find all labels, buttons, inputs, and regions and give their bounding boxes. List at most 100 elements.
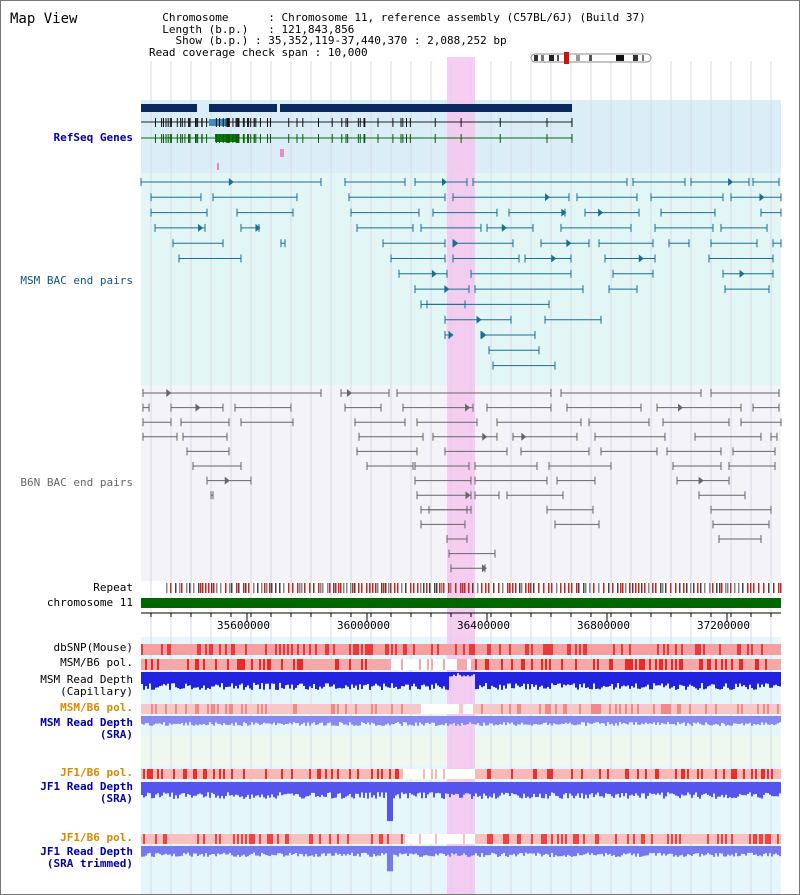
jf1-trim-depth-bar: [569, 846, 571, 856]
msm-pol-mark: [411, 659, 413, 670]
jf1-pol-mark: [559, 769, 561, 779]
jf1-trim-pol-mark: [299, 834, 301, 844]
jf1-trim-depth-bar: [767, 846, 769, 857]
jf1-pol-mark: [343, 769, 345, 779]
msm-pol-mark: [205, 659, 207, 670]
jf1-pol-mark: [323, 769, 325, 779]
msm-pol-mark: [217, 659, 219, 670]
msm-cap-depth-bar: [269, 672, 271, 690]
jf1-trim-pol-mark: [647, 834, 649, 844]
msm-cap-depth-bar: [557, 672, 559, 684]
msm-pol-mark: [349, 659, 351, 670]
msm-pol-mark: [757, 659, 759, 670]
jf1-pol-mark: [173, 769, 175, 779]
jf1-sra-depth-bar: [727, 782, 729, 799]
repeat-mark: [585, 583, 587, 593]
jf1-pol-mark: [551, 769, 553, 779]
msm-cap-depth-bar: [449, 672, 451, 677]
track-label-jf1-depth-trim[interactable]: JF1 Read Depth (SRA trimmed): [40, 846, 133, 870]
jf1-pol-mark: [261, 769, 263, 779]
repeat-mark: [593, 583, 595, 593]
jf1-trim-depth-bar: [215, 846, 217, 857]
msm-pol-mark: [709, 659, 711, 670]
track-label-chromosome[interactable]: chromosome 11: [46, 596, 133, 609]
jf1-trim-depth-bar: [149, 846, 151, 853]
jf1-sra-depth-bar: [281, 782, 283, 796]
msm-sra-depth-bar: [181, 716, 183, 723]
jf1-trim-depth-bar: [617, 846, 619, 857]
msm-sra-depth-bar: [635, 716, 637, 723]
dbsnp-mark: [689, 644, 691, 655]
jf1-sra-depth-bar: [519, 782, 521, 798]
jf1-trim-depth-bar: [769, 846, 771, 854]
jf1-trim-pol-mark: [737, 834, 739, 844]
jf1-trim-depth-bar: [441, 846, 443, 854]
dbsnp-mark: [251, 644, 253, 655]
repeat-mark: [464, 583, 466, 593]
msm-sra-depth-bar: [441, 716, 443, 725]
track-label-jf1-depth-sra[interactable]: JF1 Read Depth (SRA): [40, 781, 133, 805]
dbsnp-mark: [173, 644, 175, 655]
jf1-sra-depth-bar: [277, 782, 279, 796]
msm-sra-pol-mark: [481, 704, 483, 714]
track-label-msm-depth-sra[interactable]: MSM Read Depth (SRA): [40, 717, 133, 741]
jf1-trim-pol-mark: [157, 834, 159, 844]
track-label-jf1-pol[interactable]: JF1/B6 pol.: [60, 766, 133, 779]
track-label-msm-depth-cap[interactable]: MSM Read Depth (Capillary): [40, 674, 133, 698]
msm-sra-pol-mark: [777, 704, 779, 714]
track-label-msm-bac[interactable]: MSM BAC end pairs: [20, 274, 133, 287]
jf1-trim-pol-mark: [397, 834, 399, 844]
msm-sra-depth-bar: [645, 716, 647, 723]
jf1-sra-depth-bar: [493, 782, 495, 794]
dbsnp-mark: [239, 644, 241, 655]
msm-cap-depth-bar: [307, 672, 309, 690]
msm-cap-depth-bar: [709, 672, 711, 686]
msm-sra-pol-mark: [345, 704, 347, 714]
track-label-msm-pol-sra[interactable]: MSM/B6 pol.: [60, 701, 133, 714]
dbsnp-mark: [603, 644, 605, 655]
msm-sra-depth-bar: [393, 716, 395, 725]
jf1-pol-mark: [731, 769, 733, 779]
jf1-trim-pol-mark: [253, 834, 255, 844]
track-label-b6n-bac[interactable]: B6N BAC end pairs: [20, 476, 133, 489]
track-label-refseq[interactable]: RefSeq Genes: [53, 131, 133, 144]
jf1-sra-depth-bar: [773, 782, 775, 797]
msm-cap-depth-bar: [743, 672, 745, 686]
track-label-repeat[interactable]: Repeat: [93, 581, 133, 594]
msm-pol-mark: [613, 659, 615, 670]
jf1-pol-mark: [481, 769, 483, 779]
jf1-trim-depth-bar: [657, 846, 659, 854]
jf1-trim-depth-bar: [703, 846, 705, 856]
msm-sra-pol-mark: [617, 704, 619, 714]
jf1-trim-pol-mark: [689, 834, 691, 844]
jf1-trim-pol-mark: [623, 834, 625, 844]
track-label-dbsnp[interactable]: dbSNP(Mouse): [53, 641, 133, 654]
msm-sra-depth-bar: [739, 716, 741, 724]
msm-cap-depth-bar: [771, 672, 773, 688]
jf1-trim-pol-mark: [545, 834, 547, 844]
jf1-trim-depth-bar: [355, 846, 357, 856]
track-label-msm-pol[interactable]: MSM/B6 pol.: [60, 656, 133, 669]
jf1-sra-depth-bar: [707, 782, 709, 795]
jf1-pol-mark: [641, 769, 643, 779]
jf1-trim-depth-bar: [491, 846, 493, 853]
msm-sra-depth-bar: [423, 716, 425, 726]
msm-pol-mark: [505, 659, 507, 670]
jf1-pol-mark: [327, 769, 329, 779]
ideogram-band: [541, 55, 544, 61]
msm-pol-mark: [663, 659, 665, 670]
msm-pol-mark: [447, 659, 449, 670]
msm-cap-depth-bar: [607, 672, 609, 687]
jf1-sra-depth-bar: [507, 782, 509, 794]
jf1-pol-mark: [693, 769, 695, 779]
msm-cap-depth-bar: [309, 672, 311, 687]
jf1-pol-mark: [507, 769, 509, 779]
msm-sra-pol-mark: [177, 704, 179, 714]
dbsnp-mark: [273, 644, 275, 655]
track-label-jf1-pol-trim[interactable]: JF1/B6 pol.: [60, 831, 133, 844]
msm-sra-depth-bar: [409, 716, 411, 725]
msm-cap-depth-bar: [215, 672, 217, 685]
msm-pol-mark: [157, 659, 159, 670]
msm-sra-depth-bar: [307, 716, 309, 723]
